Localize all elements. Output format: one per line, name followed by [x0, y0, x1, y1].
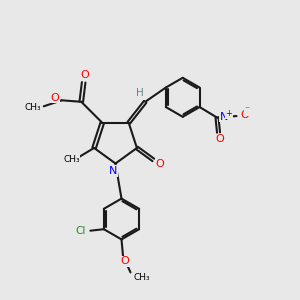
Text: O: O	[215, 134, 224, 144]
Text: N: N	[220, 112, 228, 122]
Text: O: O	[51, 93, 59, 103]
Text: Cl: Cl	[76, 226, 86, 236]
Text: O: O	[120, 256, 129, 266]
Text: N: N	[109, 166, 117, 176]
Text: CH₃: CH₃	[25, 103, 41, 112]
Text: CH₃: CH₃	[134, 273, 150, 282]
Text: CH₃: CH₃	[63, 155, 80, 164]
Text: O: O	[240, 110, 249, 120]
Text: O: O	[156, 159, 164, 169]
Text: ⁻: ⁻	[244, 106, 249, 116]
Text: O: O	[80, 70, 89, 80]
Text: H: H	[136, 88, 144, 98]
Text: +: +	[225, 110, 232, 118]
